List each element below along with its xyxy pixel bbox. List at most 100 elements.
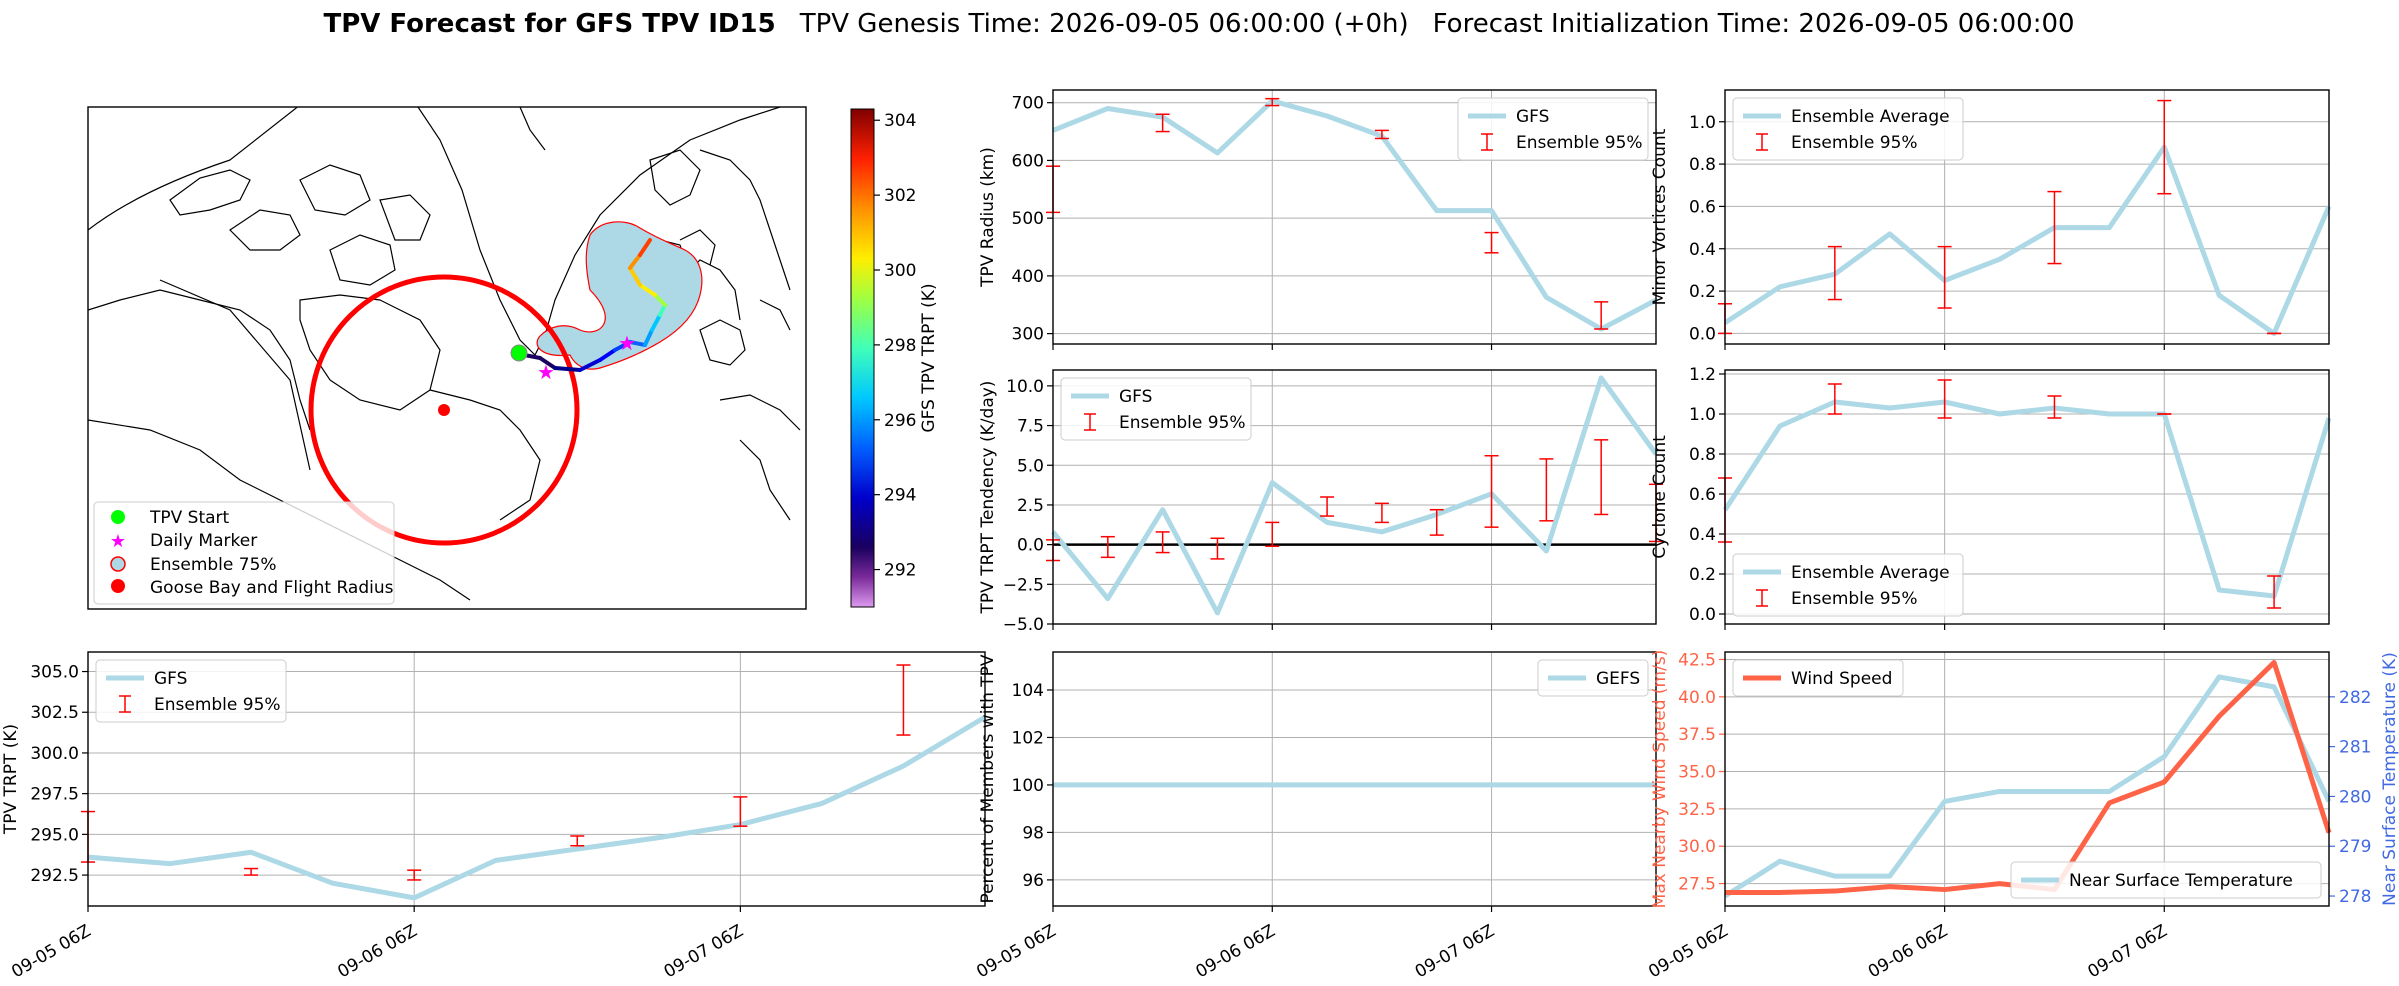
legend: Near Surface Temperature xyxy=(2011,862,2321,898)
y-tick-label: 300.0 xyxy=(30,744,79,764)
y-tick-label: 297.5 xyxy=(30,785,79,805)
legend: Wind Speed xyxy=(1733,660,1903,696)
legend-label: Near Surface Temperature xyxy=(2069,871,2293,891)
legend: Ensemble Average Ensemble 95% xyxy=(1733,554,1963,616)
colorbar-tick-label: 300 xyxy=(884,261,916,281)
y-tick-label: 600 xyxy=(1012,151,1044,171)
title-genesis: TPV Genesis Time: 2026-09-05 06:00:00 (+… xyxy=(799,9,1409,39)
y-tick-label: 302.5 xyxy=(30,703,79,723)
legend-label: Ensemble Average xyxy=(1791,563,1950,583)
legend-ensemble-label: Ensemble 75% xyxy=(150,555,277,575)
y-tick-label: 400 xyxy=(1012,267,1044,287)
y-tick-label: 0.4 xyxy=(1689,240,1716,260)
y-tick-label: 0.0 xyxy=(1689,324,1716,344)
y-tick-label: 32.5 xyxy=(1678,800,1716,820)
y-axis-label: TPV TRPT (K) xyxy=(1,724,21,835)
legend-label: Ensemble Average xyxy=(1791,107,1950,127)
y-axis-label: Minor Vortices Count xyxy=(1650,128,1670,305)
legend-start-label: TPV Start xyxy=(149,508,230,528)
y-tick-label: 0.6 xyxy=(1689,197,1716,217)
colorbar-tick-label: 294 xyxy=(884,486,916,506)
y-axis-label: Cyclone Count xyxy=(1650,435,1670,559)
legend-goosebay-label: Goose Bay and Flight Radius xyxy=(150,578,394,598)
y-axis-label: TPV Radius (km) xyxy=(978,147,998,288)
y-tick-label: 40.0 xyxy=(1678,688,1716,708)
legend-start-icon xyxy=(111,510,125,524)
y-tick-label: 1.0 xyxy=(1689,113,1716,133)
y-tick-label: 0.8 xyxy=(1689,155,1716,175)
legend-label: Ensemble 95% xyxy=(1119,413,1246,433)
legend-label: GEFS xyxy=(1596,669,1640,689)
colorbar-tick-label: 304 xyxy=(884,111,916,131)
chart-wind: 09-05 06Z 09-06 06Z 09-07 06Z 27.5 30.0 32.5 3… xyxy=(1645,650,2399,982)
y-tick-label: 700 xyxy=(1012,94,1044,114)
y-tick-label: 2.5 xyxy=(1017,496,1044,516)
legend-label: GFS xyxy=(1119,387,1152,407)
y-axis-label: Max Nearby Wind Speed (m/s) xyxy=(1650,650,1670,909)
daily-marker-2: ★ xyxy=(618,331,636,355)
y-right-tick-label: 279 xyxy=(2339,837,2371,857)
y-tick-label: 305.0 xyxy=(30,663,79,683)
y-tick-label: 5.0 xyxy=(1017,456,1044,476)
legend-label: GFS xyxy=(1516,107,1549,127)
map-legend: TPV Start ★ Daily Marker Ensemble 75% Go… xyxy=(94,502,394,604)
x-tick-label: 09-05 06Z xyxy=(973,921,1059,982)
tpv-start-point xyxy=(511,345,527,361)
y-tick-label: 27.5 xyxy=(1678,875,1716,895)
x-tick-label: 09-05 06Z xyxy=(1645,921,1731,982)
y-tick-label: 10.0 xyxy=(1006,377,1044,397)
colorbar-gradient xyxy=(851,109,874,607)
y-tick-label: 300 xyxy=(1012,325,1044,345)
y-tick-label: 0.2 xyxy=(1689,282,1716,302)
y-tick-label: 0.8 xyxy=(1689,445,1716,465)
map-panel: ★ ★ TPV Start ★ Daily Marker Ensemble 75… xyxy=(88,105,939,609)
y-right-tick-label: 278 xyxy=(2339,887,2371,907)
legend-label: Ensemble 95% xyxy=(1791,589,1918,609)
legend: GFS Ensemble 95% xyxy=(96,660,286,722)
legend-ensemble-icon xyxy=(111,557,125,571)
chart-radius: 300 400 500 600 700 TPV Radius (km) GFS Ensembl… xyxy=(978,90,1656,350)
legend-label: Wind Speed xyxy=(1791,669,1892,689)
y-tick-label: 100 xyxy=(1012,776,1044,796)
y-right-tick-label: 282 xyxy=(2339,688,2371,708)
goose-bay-point xyxy=(438,404,450,416)
y-tick-label: 35.0 xyxy=(1678,763,1716,783)
colorbar-tick-label: 296 xyxy=(884,411,916,431)
legend-label: Ensemble 95% xyxy=(1516,133,1643,153)
x-tick-label: 09-07 06Z xyxy=(2084,921,2170,982)
x-tick-label: 09-06 06Z xyxy=(1192,921,1278,982)
title-init: Forecast Initialization Time: 2026-09-05… xyxy=(1433,9,2075,39)
daily-marker-1: ★ xyxy=(537,360,555,384)
legend-label: Ensemble 95% xyxy=(154,695,281,715)
y-tick-label: 0.0 xyxy=(1017,536,1044,556)
y-tick-label: 292.5 xyxy=(30,866,79,886)
y-axis-label: Percent of Members with TPV xyxy=(978,654,998,903)
y-tick-label: 500 xyxy=(1012,209,1044,229)
y-tick-label: 42.5 xyxy=(1678,650,1716,670)
y-tick-label: 1.2 xyxy=(1689,365,1716,385)
y-tick-label: 0.2 xyxy=(1689,565,1716,585)
y-tick-label: 30.0 xyxy=(1678,837,1716,857)
colorbar-tick-label: 302 xyxy=(884,186,916,206)
x-tick-label: 09-06 06Z xyxy=(334,921,420,982)
colorbar-tick-label: 298 xyxy=(884,336,916,356)
chart-minor: 0.0 0.2 0.4 0.6 0.8 1.0 Minor Vortices Count En… xyxy=(1650,90,2329,350)
legend-goosebay-icon xyxy=(111,579,125,593)
y-tick-label: 96 xyxy=(1022,871,1044,891)
x-tick-label: 09-06 06Z xyxy=(1865,921,1951,982)
y-right-tick-label: 280 xyxy=(2339,787,2371,807)
y-tick-label: 0.0 xyxy=(1689,605,1716,625)
x-tick-label: 09-07 06Z xyxy=(661,921,747,982)
legend-marker-label: Daily Marker xyxy=(150,531,257,551)
legend-label: GFS xyxy=(154,669,187,689)
colorbar-label: GFS TPV TRPT (K) xyxy=(919,283,939,432)
legend: GFS Ensemble 95% xyxy=(1061,378,1251,440)
